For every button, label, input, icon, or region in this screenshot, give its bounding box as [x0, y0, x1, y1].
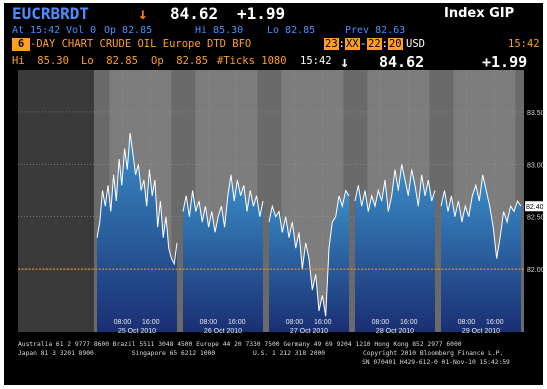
- currency-label: USD: [406, 38, 425, 50]
- net-change: +1.99: [237, 4, 286, 23]
- footer-copyright: Japan 81 3 3201 8900 Singapore 65 6212 1…: [18, 350, 504, 357]
- footer: Australia 61 2 9777 8600 Brazil 5511 304…: [4, 339, 543, 385]
- x-tick-time: 08:00: [114, 319, 132, 326]
- last-value-label: 82.40: [526, 204, 543, 211]
- x-tick-time: 16:00: [314, 319, 332, 326]
- range-start-a[interactable]: 23: [324, 38, 339, 50]
- x-tick-date: 28 Oct 2010: [376, 328, 414, 335]
- bloomberg-terminal: EUCRBRDT ↓ 84.62 +1.99 Index GIP At 15:4…: [4, 3, 543, 385]
- x-tick-time: 16:00: [486, 319, 504, 326]
- price-line-5: [440, 174, 522, 259]
- footer-contacts: Australia 61 2 9777 8600 Brazil 5511 304…: [18, 341, 462, 348]
- price-line-3: [268, 189, 350, 317]
- down-arrow-icon: ↓: [138, 4, 148, 23]
- y-tick-label: 83.50: [527, 110, 543, 117]
- x-tick-time: 08:00: [372, 319, 390, 326]
- price-area-5: [441, 174, 521, 332]
- x-tick-time: 16:00: [228, 319, 246, 326]
- quote-volume: Vol 0: [66, 25, 97, 36]
- intraday-price-chart[interactable]: 83.50 83.00 82.50 82.00 82.40 08:00 16:00 25 Oc…: [4, 70, 543, 338]
- stat-down-arrow-icon: ↓: [340, 53, 350, 71]
- x-tick-date: 26 Oct 2010: [204, 328, 242, 335]
- price-line-1: [96, 132, 178, 266]
- x-tick-time: 08:00: [458, 319, 476, 326]
- quote-high: Hi 85.30: [195, 25, 244, 36]
- header-bar: EUCRBRDT ↓ 84.62 +1.99 Index GIP: [4, 3, 543, 25]
- stats-line: Hi 85.30 Lo 82.85 Op 82.85 #Ticks 1080 1…: [4, 53, 543, 71]
- date-range-start[interactable]: 23:XX: [324, 38, 360, 50]
- quote-prev: Prev 82.63: [345, 25, 406, 36]
- stat-low: Lo 82.85: [81, 55, 138, 67]
- range-separator: -: [360, 38, 367, 50]
- range-end-b[interactable]: 20: [387, 38, 403, 50]
- ticker-symbol[interactable]: EUCRBRDT: [12, 4, 90, 23]
- quote-time: At 15:42: [12, 25, 61, 36]
- quote-open: Op 82.85: [104, 25, 153, 36]
- chart-title: -DAY CHART CRUDE OIL Europe DTD BFO: [30, 38, 252, 50]
- price-area-1: [97, 132, 177, 332]
- quote-line: At 15:42 Vol 0 Op 82.85 Hi 85.30 Lo 82.8…: [4, 25, 543, 37]
- y-tick-label: 83.00: [527, 162, 543, 169]
- x-tick-date: 25 Oct 2010: [118, 328, 156, 335]
- chart-title-line: 6 -DAY CHART CRUDE OIL Europe DTD BFO 23…: [4, 38, 543, 52]
- y-tick-label: 82.00: [527, 267, 543, 274]
- x-tick-time: 08:00: [286, 319, 304, 326]
- stat-price: 84.62: [379, 53, 425, 71]
- menu-number-badge[interactable]: 6: [12, 38, 30, 51]
- last-price: 84.62: [170, 4, 219, 23]
- footer-session: SN 070401 H429-612-0 01-Nov-10 15:42:59: [362, 359, 510, 366]
- range-start-b[interactable]: XX: [344, 38, 360, 50]
- x-tick-time: 16:00: [142, 319, 160, 326]
- stat-high: Hi 85.30: [12, 55, 69, 67]
- x-tick-date: 29 Oct 2010: [462, 328, 500, 335]
- title-time: 15:42: [508, 38, 540, 50]
- last-value-marker: [525, 201, 543, 212]
- quote-low: Lo 82.85: [267, 25, 316, 36]
- x-tick-time: 08:00: [200, 319, 218, 326]
- stat-change: +1.99: [482, 53, 528, 71]
- index-label: Index GIP: [444, 6, 515, 21]
- stat-time: 15:42: [300, 55, 332, 67]
- stat-ticks: #Ticks 1080: [217, 55, 287, 67]
- x-tick-time: 16:00: [400, 319, 418, 326]
- price-area-2: [183, 174, 263, 332]
- date-range-end[interactable]: 22:20: [367, 38, 403, 50]
- y-tick-label: 82.50: [527, 215, 543, 222]
- price-line-4: [354, 164, 436, 212]
- stat-open: Op 82.85: [151, 55, 208, 67]
- x-tick-date: 27 Oct 2010: [290, 328, 328, 335]
- range-end-a[interactable]: 22: [367, 38, 382, 50]
- price-line-2: [182, 174, 264, 233]
